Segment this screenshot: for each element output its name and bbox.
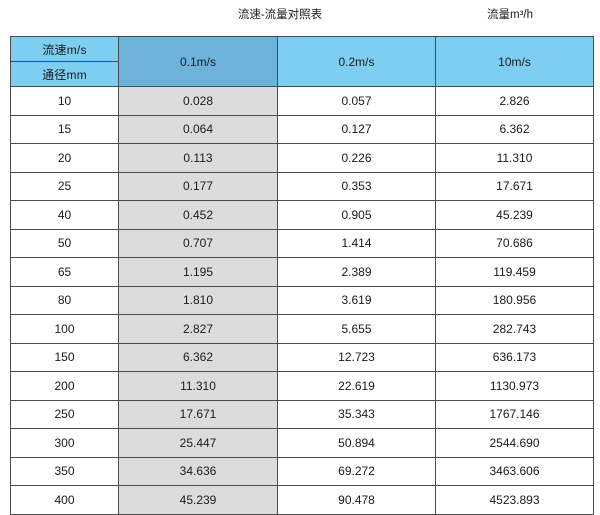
corner-header-velocity: 流速m/s <box>10 36 119 62</box>
cell-flow-v01: 17.671 <box>118 399 278 429</box>
cell-flow-v02: 12.723 <box>277 342 436 372</box>
table-row: 10 0.028 0.057 2.826 <box>10 86 594 116</box>
cell-flow-v01: 11.310 <box>118 371 278 401</box>
cell-flow-v10: 180.956 <box>435 285 594 315</box>
cell-flow-v01: 34.636 <box>118 456 278 486</box>
cell-flow-v10: 2.826 <box>435 86 594 116</box>
column-header-0: 0.1m/s <box>118 36 278 87</box>
cell-flow-v10: 3463.606 <box>435 456 594 486</box>
header-row-secondary: 通径mm <box>10 61 594 87</box>
table-row: 25 0.177 0.353 17.671 <box>10 171 594 201</box>
cell-flow-v01: 25.447 <box>118 428 278 458</box>
cell-flow-v01: 1.195 <box>118 257 278 287</box>
cell-flow-v02: 0.057 <box>277 86 436 116</box>
cell-flow-v01: 2.827 <box>118 314 278 344</box>
corner-header-diameter: 通径mm <box>10 61 119 87</box>
table-row: 40 0.452 0.905 45.239 <box>10 200 594 230</box>
header-row-primary: 流速m/s 0.1m/s 0.2m/s 10m/s <box>10 36 594 87</box>
cell-flow-v02: 22.619 <box>277 371 436 401</box>
cell-flow-v10: 1767.146 <box>435 399 594 429</box>
cell-diameter: 250 <box>10 399 119 429</box>
cell-flow-v10: 4523.893 <box>435 485 594 515</box>
table-row: 350 34.636 69.272 3463.606 <box>10 456 594 486</box>
cell-diameter: 100 <box>10 314 119 344</box>
cell-flow-v10: 45.239 <box>435 200 594 230</box>
table-row: 65 1.195 2.389 119.459 <box>10 257 594 287</box>
cell-flow-v02: 69.272 <box>277 456 436 486</box>
table-body: 流速m/s 0.1m/s 0.2m/s 10m/s 通径mm 10 0.028 … <box>10 36 594 515</box>
cell-flow-v10: 1130.973 <box>435 371 594 401</box>
cell-diameter: 65 <box>10 257 119 287</box>
cell-flow-v01: 0.452 <box>118 200 278 230</box>
cell-flow-v02: 35.343 <box>277 399 436 429</box>
flow-rate-conversion-page: 流速-流量对照表 流量m³/h 流速m/s 0.1m/s 0.2m/s 10m/… <box>0 7 600 515</box>
cell-diameter: 25 <box>10 171 119 201</box>
cell-flow-v02: 0.353 <box>277 171 436 201</box>
cell-diameter: 350 <box>10 456 119 486</box>
table-row: 100 2.827 5.655 282.743 <box>10 314 594 344</box>
cell-flow-v02: 3.619 <box>277 285 436 315</box>
cell-flow-v01: 0.113 <box>118 143 278 173</box>
cell-flow-v02: 5.655 <box>277 314 436 344</box>
caption-row: 流速-流量对照表 流量m³/h <box>0 7 600 29</box>
cell-flow-v01: 0.028 <box>118 86 278 116</box>
cell-flow-v10: 636.173 <box>435 342 594 372</box>
cell-diameter: 400 <box>10 485 119 515</box>
column-header-1: 0.2m/s <box>277 36 436 87</box>
cell-flow-v10: 119.459 <box>435 257 594 287</box>
flow-rate-table: 流速m/s 0.1m/s 0.2m/s 10m/s 通径mm 10 0.028 … <box>10 36 594 515</box>
cell-diameter: 10 <box>10 86 119 116</box>
cell-flow-v02: 0.127 <box>277 114 436 144</box>
cell-flow-v02: 1.414 <box>277 228 436 258</box>
cell-flow-v10: 6.362 <box>435 114 594 144</box>
table-row: 150 6.362 12.723 636.173 <box>10 342 594 372</box>
cell-flow-v01: 45.239 <box>118 485 278 515</box>
cell-diameter: 15 <box>10 114 119 144</box>
cell-flow-v01: 0.177 <box>118 171 278 201</box>
table-row: 250 17.671 35.343 1767.146 <box>10 399 594 429</box>
cell-diameter: 80 <box>10 285 119 315</box>
cell-flow-v01: 6.362 <box>118 342 278 372</box>
cell-flow-v02: 90.478 <box>277 485 436 515</box>
cell-flow-v10: 11.310 <box>435 143 594 173</box>
column-header-2: 10m/s <box>435 36 594 87</box>
cell-diameter: 50 <box>10 228 119 258</box>
cell-flow-v02: 0.226 <box>277 143 436 173</box>
cell-flow-v10: 2544.690 <box>435 428 594 458</box>
cell-diameter: 20 <box>10 143 119 173</box>
cell-diameter: 40 <box>10 200 119 230</box>
cell-flow-v01: 1.810 <box>118 285 278 315</box>
table-row: 15 0.064 0.127 6.362 <box>10 114 594 144</box>
cell-flow-v10: 17.671 <box>435 171 594 201</box>
flow-unit-title: 流量m³/h <box>487 9 533 21</box>
cell-diameter: 150 <box>10 342 119 372</box>
cell-flow-v02: 0.905 <box>277 200 436 230</box>
table-row: 80 1.810 3.619 180.956 <box>10 285 594 315</box>
cell-diameter: 200 <box>10 371 119 401</box>
cell-flow-v02: 2.389 <box>277 257 436 287</box>
cell-flow-v02: 50.894 <box>277 428 436 458</box>
table-row: 200 11.310 22.619 1130.973 <box>10 371 594 401</box>
cell-diameter: 300 <box>10 428 119 458</box>
table-row: 20 0.113 0.226 11.310 <box>10 143 594 173</box>
cell-flow-v10: 282.743 <box>435 314 594 344</box>
table-row: 400 45.239 90.478 4523.893 <box>10 485 594 515</box>
table-row: 50 0.707 1.414 70.686 <box>10 228 594 258</box>
cell-flow-v01: 0.707 <box>118 228 278 258</box>
chart-title: 流速-流量对照表 <box>237 9 323 21</box>
flow-table-container: 流速m/s 0.1m/s 0.2m/s 10m/s 通径mm 10 0.028 … <box>10 36 594 515</box>
cell-flow-v10: 70.686 <box>435 228 594 258</box>
cell-flow-v01: 0.064 <box>118 114 278 144</box>
table-row: 300 25.447 50.894 2544.690 <box>10 428 594 458</box>
